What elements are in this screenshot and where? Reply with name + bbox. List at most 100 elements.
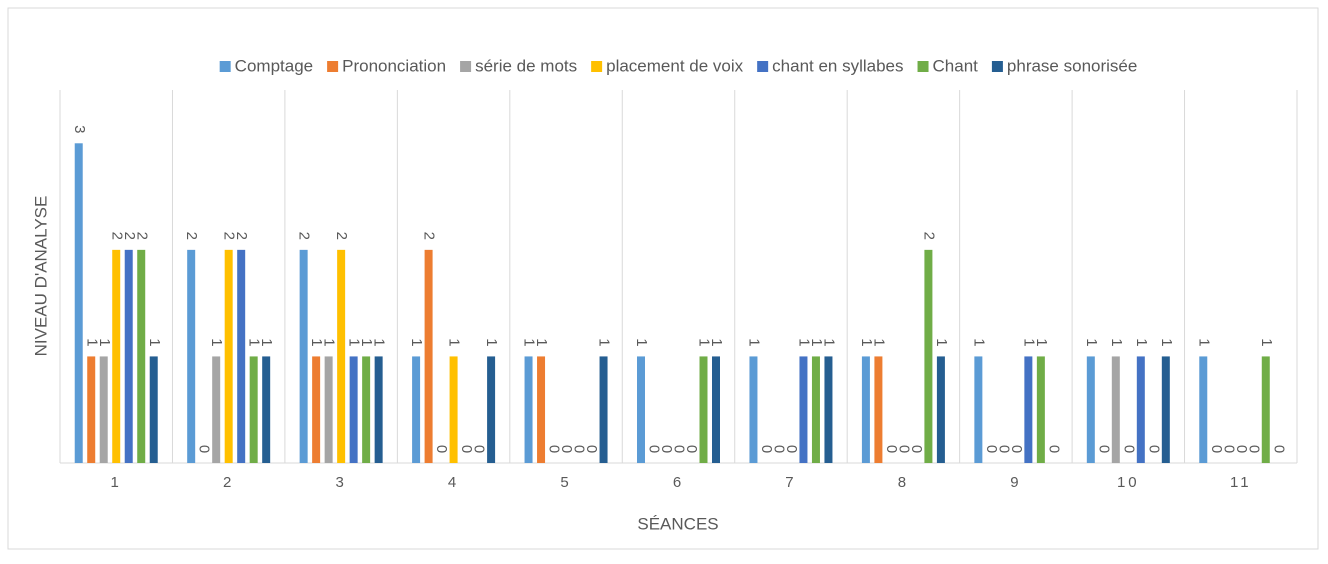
data-label: 1 xyxy=(96,338,113,346)
data-label: 1 xyxy=(83,338,100,346)
x-tick-label: 5 xyxy=(560,474,571,491)
bar xyxy=(749,356,758,463)
data-label: 1 xyxy=(521,338,538,346)
data-label: 0 xyxy=(983,445,1000,453)
legend-label: chant en syllabes xyxy=(772,56,903,75)
data-label: 1 xyxy=(408,338,425,346)
data-label: 0 xyxy=(1233,445,1250,453)
data-label: 2 xyxy=(233,232,250,240)
data-label: 2 xyxy=(296,232,313,240)
bar xyxy=(224,249,233,463)
bar xyxy=(312,356,321,463)
data-label: 0 xyxy=(646,445,663,453)
x-tick-label: 7 xyxy=(785,474,796,491)
data-label: 0 xyxy=(895,445,912,453)
bar xyxy=(74,143,83,464)
data-label: 1 xyxy=(358,338,375,346)
legend-swatch xyxy=(757,61,769,72)
legend-swatch xyxy=(917,61,929,72)
bar xyxy=(811,356,820,463)
bar xyxy=(137,249,146,463)
bar xyxy=(487,356,496,463)
data-label: 1 xyxy=(533,338,550,346)
data-label: 1 xyxy=(933,338,950,346)
data-label: 2 xyxy=(920,232,937,240)
bar xyxy=(149,356,158,463)
bar xyxy=(299,249,308,463)
x-tick-label: 2 xyxy=(223,474,234,491)
data-label: 1 xyxy=(308,338,325,346)
bar xyxy=(712,356,720,463)
x-tick-label: 1 xyxy=(111,474,122,491)
bar xyxy=(824,356,833,463)
x-tick-label: 6 xyxy=(673,474,684,491)
bar xyxy=(1161,356,1170,463)
legend-label: série de mots xyxy=(475,56,577,75)
legend-label: Comptage xyxy=(235,56,313,75)
data-label: 0 xyxy=(995,445,1012,453)
data-label: 0 xyxy=(471,445,488,453)
data-label: 1 xyxy=(246,338,263,346)
data-label: 0 xyxy=(583,445,600,453)
bar xyxy=(87,356,96,463)
data-label: 1 xyxy=(146,338,163,346)
data-label: 2 xyxy=(183,232,200,240)
bar xyxy=(424,249,433,463)
x-tick-label: 10 xyxy=(1117,474,1140,491)
data-label: 1 xyxy=(208,338,225,346)
data-label: 1 xyxy=(1258,338,1275,346)
legend-label: phrase sonorisée xyxy=(1007,56,1137,75)
x-tick-label: 3 xyxy=(335,474,346,491)
data-label: 0 xyxy=(1145,445,1162,453)
bar xyxy=(936,356,945,463)
bar xyxy=(974,356,983,463)
data-label: 1 xyxy=(483,338,500,346)
data-label: 0 xyxy=(571,445,588,453)
data-label: 1 xyxy=(870,338,887,346)
data-label: 0 xyxy=(758,445,775,453)
data-label: 1 xyxy=(1158,338,1175,346)
data-label: 1 xyxy=(1108,338,1125,346)
data-label: 0 xyxy=(1220,445,1237,453)
bar xyxy=(124,249,133,463)
data-label: 1 xyxy=(1083,338,1100,346)
data-label: 0 xyxy=(1208,445,1225,453)
data-label: 0 xyxy=(1045,445,1062,453)
bar xyxy=(1036,356,1045,463)
bar xyxy=(1086,356,1095,463)
data-label: 1 xyxy=(446,338,463,346)
data-label: 2 xyxy=(121,232,138,240)
bar xyxy=(99,356,108,463)
bar xyxy=(924,249,933,463)
legend-swatch xyxy=(591,61,603,72)
data-label: 0 xyxy=(458,445,475,453)
data-label: 2 xyxy=(108,232,125,240)
data-label: 1 xyxy=(1133,338,1150,346)
data-label: 2 xyxy=(221,232,238,240)
data-label: 1 xyxy=(708,338,725,346)
bar xyxy=(412,356,421,463)
data-label: 0 xyxy=(1095,445,1112,453)
data-label: 1 xyxy=(1195,338,1212,346)
bar xyxy=(1199,356,1208,463)
data-label: 1 xyxy=(596,338,613,346)
data-label: 0 xyxy=(1120,445,1137,453)
data-label: 3 xyxy=(71,125,88,133)
bar xyxy=(1261,356,1270,463)
data-label: 2 xyxy=(421,232,438,240)
data-label: 1 xyxy=(808,338,825,346)
data-label: 0 xyxy=(671,445,688,453)
data-label: 1 xyxy=(321,338,338,346)
x-axis-label: SÉANCES xyxy=(637,514,718,533)
bar xyxy=(699,356,708,463)
data-label: 1 xyxy=(633,338,650,346)
data-label: 0 xyxy=(1008,445,1025,453)
data-label: 1 xyxy=(258,338,275,346)
data-label: 0 xyxy=(658,445,675,453)
x-tick-label: 9 xyxy=(1010,474,1021,491)
legend-swatch xyxy=(460,61,472,72)
data-label: 0 xyxy=(433,445,450,453)
bar xyxy=(874,356,883,463)
legend-swatch xyxy=(219,61,231,72)
